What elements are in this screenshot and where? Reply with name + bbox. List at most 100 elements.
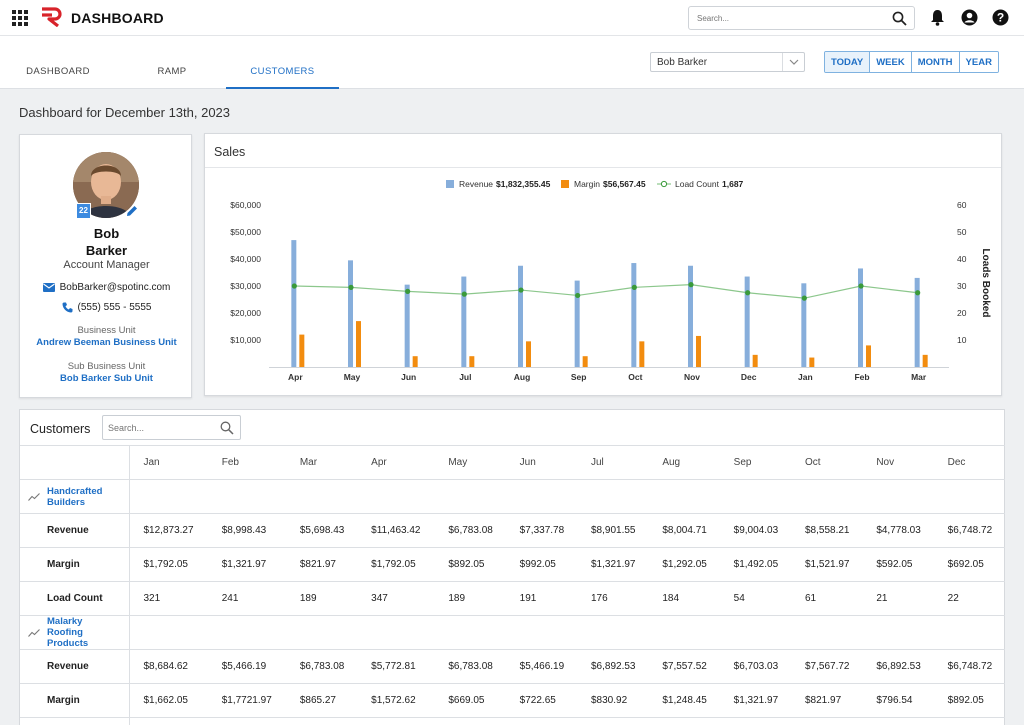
account-circle-icon[interactable] [961, 9, 978, 26]
month-header: Jun [505, 445, 577, 480]
table-cell: $6,892.53 [862, 649, 934, 684]
table-row: Margin $1,662.05 $1,7721.97 $865.27 $1,572.6… [20, 683, 1005, 718]
customers-search-input[interactable] [103, 416, 213, 439]
help-icon[interactable]: ? [992, 9, 1009, 26]
month-header: Dec [933, 445, 1005, 480]
x-tick-label: Oct [628, 372, 642, 382]
month-header: Mar [285, 445, 358, 480]
search-icon[interactable] [220, 421, 234, 435]
margin-bar [809, 357, 815, 367]
table-cell: $1,7721.97 [207, 683, 286, 718]
table-cell: $722.65 [505, 683, 577, 718]
table-cell: $8,901.55 [577, 513, 649, 548]
margin-bar [469, 356, 475, 367]
table-cell: $9,004.03 [719, 513, 791, 548]
table-cell: $992.05 [505, 547, 577, 582]
customer-group-cell: Malarky Roofing Products [20, 615, 130, 650]
table-cell: 21 [862, 581, 934, 616]
row-label: Load Count [20, 717, 130, 725]
table-cell: 210 [285, 717, 358, 725]
customers-search[interactable] [102, 415, 241, 440]
customer-name-link[interactable]: Handcrafted Builders [47, 485, 103, 508]
trend-chart-icon[interactable] [28, 628, 40, 637]
profile-email[interactable]: BobBarker@spotinc.com [59, 282, 171, 293]
table-cell: $6,892.53 [577, 649, 649, 684]
y-tick-label: $30,000 [230, 281, 261, 291]
table-cell: 178 [207, 717, 286, 725]
sales-card: Sales $10,000 $20,000 $30,000 $40,000 $50,00… [204, 133, 1002, 396]
table-cell: $7,337.78 [505, 513, 577, 548]
table-cell: $6,783.08 [434, 649, 506, 684]
table-cell: $8,558.21 [790, 513, 863, 548]
table-cell: $830.92 [577, 683, 649, 718]
brand-logo [42, 7, 62, 27]
x-tick-label: Apr [288, 372, 303, 382]
revenue-bar [801, 283, 807, 367]
table-cell: $1,521.97 [790, 547, 863, 582]
user-select[interactable]: Bob Barker [650, 52, 805, 72]
x-tick-label: May [344, 372, 361, 382]
margin-bar [696, 335, 701, 367]
month-header: Nov [862, 445, 934, 480]
profile-role: Account Manager [63, 259, 150, 271]
table-cell: $865.27 [285, 683, 358, 718]
apps-grid-icon[interactable] [12, 10, 28, 26]
table-row: Revenue $8,684.62 $5,466.19 $6,783.08 $5,772… [20, 649, 1005, 684]
x-tick-label: Dec [741, 372, 757, 382]
customer-name-link[interactable]: Malarky Roofing Products [47, 616, 89, 649]
table-cell: 54 [719, 581, 791, 616]
profile-phone: (555) 555 - 5555 [77, 302, 152, 313]
table-cell: $5,466.19 [207, 649, 286, 684]
table-row: Revenue $12,873.27 $8,998.43 $5,698.43 $11,4… [20, 513, 1005, 548]
tab-customers[interactable]: CUSTOMERS [226, 36, 339, 89]
customer-group-row: Handcrafted Builders [20, 479, 1005, 514]
notifications-bell-icon[interactable] [930, 9, 945, 26]
customers-table: Jan Feb Mar Apr May Jun Jul Aug Sep Oct … [20, 445, 1005, 725]
search-icon[interactable] [892, 11, 907, 26]
table-row: Load Count 321 241 189 347 189 191 176 184 54 61 21… [20, 581, 1005, 616]
legend-loads-marker [660, 180, 668, 188]
period-week-button[interactable]: WEEK [869, 52, 911, 72]
app-title: DASHBOARD [71, 10, 164, 26]
sub-business-unit-link[interactable]: Bob Barker Sub Unit [60, 373, 153, 384]
table-cell: 191 [505, 581, 577, 616]
table-cell: $1,792.05 [357, 547, 435, 582]
period-today-button[interactable]: TODAY [825, 52, 870, 72]
table-cell: 189 [285, 581, 358, 616]
legend-loads-value: 1,687 [722, 179, 744, 189]
row-label: Revenue [20, 649, 130, 684]
month-header: Oct [790, 445, 863, 480]
tab-ramp[interactable]: RAMP [157, 66, 187, 77]
period-year-button[interactable]: YEAR [958, 52, 998, 72]
table-cell: $5,772.81 [357, 649, 435, 684]
margin-bar [526, 341, 531, 367]
table-cell: 61 [790, 581, 863, 616]
period-month-button[interactable]: MONTH [910, 52, 959, 72]
global-search-input[interactable] [689, 7, 879, 29]
sales-title: Sales [205, 134, 1001, 168]
profile-card: 22 Bob Barker Account Manager BobBarker@… [19, 134, 192, 398]
business-unit-link[interactable]: Andrew Beeman Business Unit [36, 337, 177, 348]
table-cell: 19 [933, 717, 1005, 725]
profile-phone-row: (555) 555 - 5555 [20, 302, 193, 313]
table-cell: $6,783.08 [434, 513, 506, 548]
profile-first-name: Bob [93, 226, 120, 241]
revenue-bar [348, 260, 353, 367]
sub-business-unit-label: Sub Business Unit [67, 361, 146, 372]
chevron-down-icon[interactable] [782, 53, 804, 71]
profile-email-row: BobBarker@spotinc.com [20, 282, 193, 293]
trend-chart-icon[interactable] [28, 492, 40, 501]
x-tick-label: Aug [514, 372, 531, 382]
row-label: Margin [20, 547, 130, 582]
load-count-point [348, 284, 354, 290]
tabs-bar: DASHBOARD RAMP CUSTOMERS Bob Barker TODA… [0, 36, 1024, 89]
y-tick-label: $10,000 [230, 335, 261, 345]
tenure-badge: 22 [76, 203, 91, 219]
load-count-point [575, 292, 581, 299]
legend-loads-name: Load Count [675, 179, 720, 189]
tab-dashboard[interactable]: DASHBOARD [26, 66, 90, 77]
global-search[interactable] [688, 6, 915, 30]
y-tick-label: $40,000 [230, 254, 261, 264]
table-cell: $892.05 [933, 683, 1005, 718]
edit-pencil-icon[interactable] [126, 205, 138, 217]
